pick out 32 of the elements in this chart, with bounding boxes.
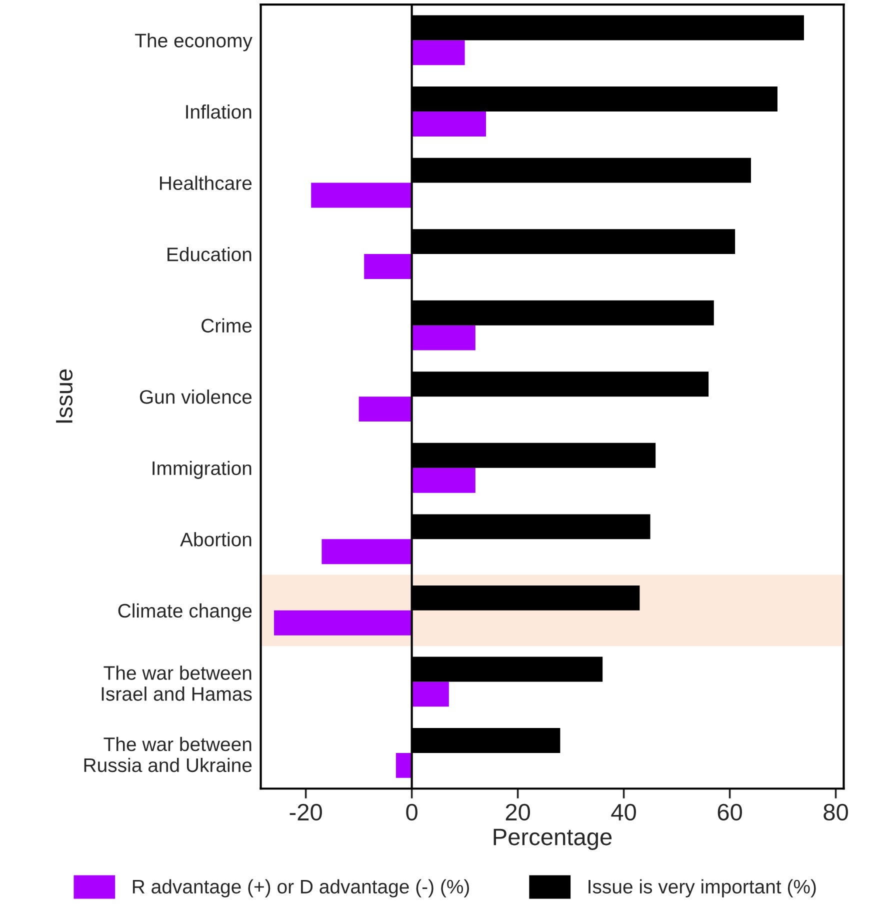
x-tick-label: 0 (406, 804, 418, 821)
y-tick-label: Crime (202, 318, 252, 333)
x-tick-label: 20 (506, 804, 530, 821)
y-tick-label: The war between Russia and Ukraine (84, 736, 252, 772)
bar (274, 610, 412, 636)
y-tick-label: Education (168, 247, 252, 262)
bar (412, 325, 476, 350)
y-tick-label: Inflation (186, 104, 252, 119)
bar (364, 254, 412, 279)
x-tick-label: 40 (611, 804, 636, 821)
bar (412, 112, 486, 136)
bar (396, 752, 412, 778)
x-tick-label: -20 (290, 804, 322, 821)
y-tick-label: Climate change (118, 603, 252, 622)
bar (358, 396, 412, 422)
x-tick-label: 60 (718, 804, 742, 821)
bar (322, 539, 412, 564)
y-tick-label: The war between Israel and Hamas (102, 666, 252, 701)
y-tick-label: The economy (135, 33, 252, 52)
bar (412, 40, 465, 66)
y-tick-label: Abortion (180, 532, 252, 546)
y-axis-title: Issue (56, 369, 73, 423)
bar (412, 682, 449, 707)
legend-label: Issue is very important (%) (588, 879, 816, 898)
y-tick-label: Gun violence (140, 390, 252, 404)
bar (412, 468, 476, 493)
legend-label: R advantage (+) or D advantage (-) (%) (132, 879, 469, 898)
y-tick-label: Healthcare (160, 176, 252, 190)
x-tick-label: 80 (824, 804, 848, 821)
y-tick-label: Immigration (152, 460, 252, 479)
x-axis-title: Percentage (494, 828, 612, 850)
bar (311, 182, 412, 208)
